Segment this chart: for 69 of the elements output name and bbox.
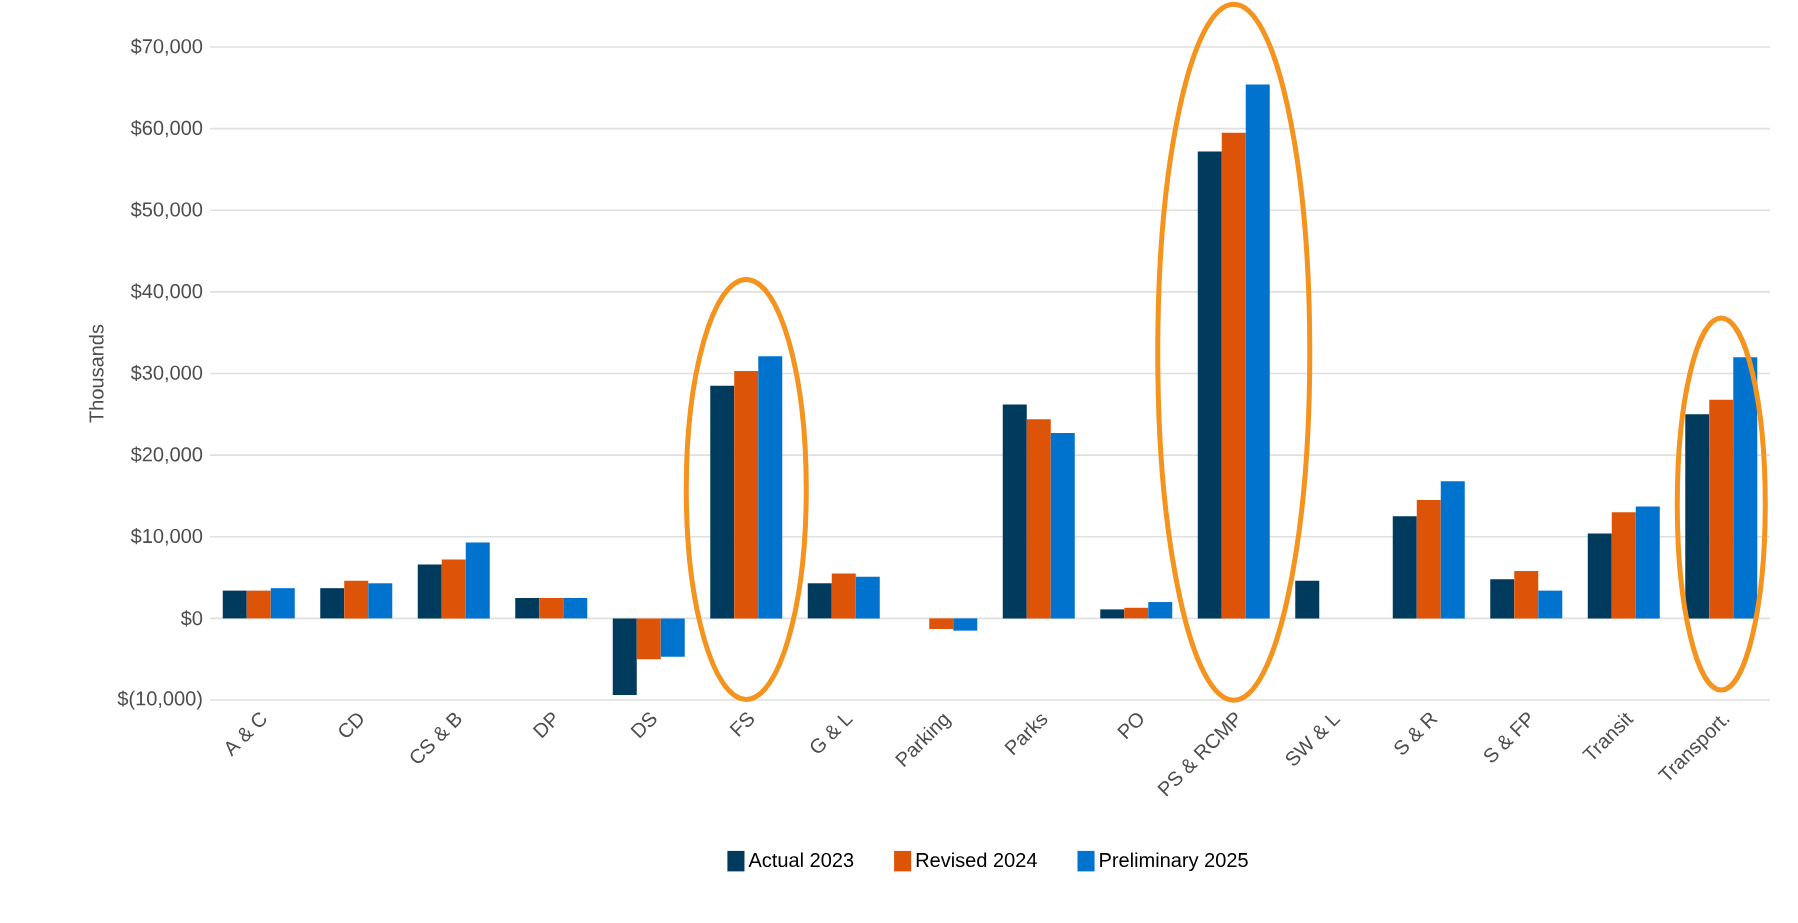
- bar: [953, 618, 978, 631]
- y-tick-label: $70,000: [130, 38, 203, 56]
- bar: [515, 597, 540, 619]
- bar: [222, 590, 247, 619]
- bar: [1416, 500, 1441, 619]
- bar: [465, 542, 490, 619]
- bar: [710, 385, 735, 619]
- x-tick-label: A & C: [225, 712, 267, 757]
- bar: [1026, 419, 1051, 619]
- bar: [1709, 399, 1734, 619]
- legend-label: Preliminary 2025: [1100, 852, 1248, 872]
- y-axis-title: Thousands: [88, 324, 104, 423]
- bar: [1100, 609, 1125, 619]
- bar: [441, 559, 466, 619]
- x-tick-label: SW & L: [1286, 715, 1341, 766]
- bar: [1514, 571, 1539, 619]
- bar: [1245, 84, 1270, 619]
- bar: [1002, 404, 1027, 619]
- bar: [1733, 357, 1758, 619]
- x-tick-label: DP: [532, 712, 555, 739]
- x-tick-label: FS: [729, 712, 754, 737]
- bar: [1124, 607, 1149, 619]
- y-tick-label: $(10,000): [117, 690, 202, 710]
- bar: [734, 371, 759, 619]
- y-tick-label: $40,000: [130, 283, 203, 301]
- bar: [758, 356, 783, 619]
- bar: [1440, 481, 1465, 619]
- bar: [320, 588, 345, 619]
- bar: [1685, 414, 1710, 619]
- legend-label: Actual 2023: [748, 852, 854, 868]
- bar: [636, 618, 661, 660]
- bar: [1295, 580, 1320, 619]
- y-tick-label: $10,000: [130, 528, 203, 546]
- bar: [1538, 590, 1563, 619]
- bar: [246, 590, 271, 619]
- x-tick-label: S & R: [1394, 712, 1438, 755]
- x-tick-label: S & FP: [1484, 712, 1530, 763]
- bar: [563, 597, 588, 619]
- bar: [368, 583, 393, 619]
- x-tick-label: PO: [1117, 713, 1143, 740]
- bar: [831, 573, 856, 619]
- x-tick-label: DS: [630, 712, 657, 739]
- bar: [1197, 151, 1222, 619]
- legend-label: Revised 2024: [916, 852, 1037, 868]
- bar: [1635, 506, 1660, 619]
- bar: [1611, 512, 1636, 619]
- bar: [612, 618, 637, 696]
- x-tick-label: CD: [339, 713, 363, 738]
- y-tick-label: $20,000: [130, 446, 203, 464]
- bar: [1490, 579, 1515, 619]
- bar: [539, 597, 564, 619]
- bar: [1050, 433, 1075, 619]
- bar: [807, 583, 832, 619]
- y-tick-label: $30,000: [130, 364, 203, 383]
- bar: [855, 576, 880, 619]
- y-tick-label: $50,000: [130, 201, 203, 219]
- x-tick-label: G & L: [810, 715, 854, 753]
- bar: [270, 588, 295, 619]
- bar: [1148, 602, 1173, 619]
- bar: [660, 618, 685, 657]
- bar: [929, 618, 954, 629]
- bar: [1221, 132, 1246, 619]
- bar: [417, 564, 442, 619]
- bar: [1587, 533, 1612, 619]
- y-tick-label: $0: [180, 610, 203, 627]
- bar: [1392, 516, 1417, 619]
- bar: [344, 580, 369, 619]
- y-tick-label: $60,000: [130, 119, 203, 138]
- x-tick-label: CS & B: [410, 712, 462, 764]
